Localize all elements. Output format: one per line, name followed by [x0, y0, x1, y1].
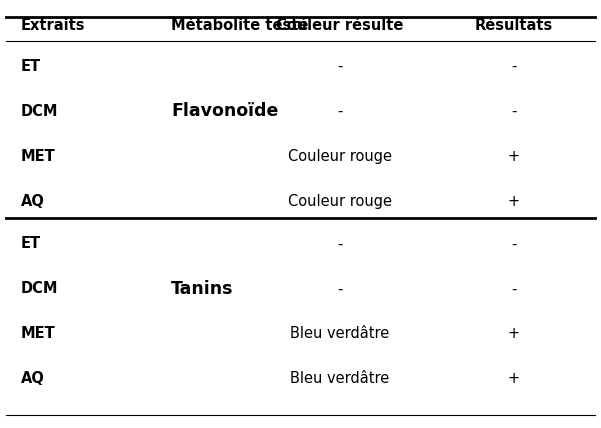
Text: +: +: [508, 149, 520, 164]
Text: ET: ET: [21, 236, 41, 252]
Text: MET: MET: [21, 149, 56, 164]
Text: +: +: [508, 371, 520, 386]
Text: DCM: DCM: [21, 104, 58, 119]
Text: Métabolite testé: Métabolite testé: [171, 18, 309, 33]
Text: Tanins: Tanins: [171, 280, 234, 298]
Text: Bleu verdâtre: Bleu verdâtre: [290, 326, 389, 342]
Text: Couleur rouge: Couleur rouge: [287, 193, 392, 209]
Text: Couleur résulte: Couleur résulte: [276, 18, 403, 33]
Text: -: -: [337, 59, 342, 74]
Text: -: -: [337, 104, 342, 119]
Text: -: -: [511, 104, 516, 119]
Text: Extraits: Extraits: [21, 18, 85, 33]
Text: -: -: [337, 281, 342, 297]
Text: -: -: [337, 236, 342, 252]
Text: ET: ET: [21, 59, 41, 74]
Text: -: -: [511, 281, 516, 297]
Text: Couleur rouge: Couleur rouge: [287, 149, 392, 164]
Text: -: -: [511, 236, 516, 252]
Text: MET: MET: [21, 326, 56, 342]
Text: Résultats: Résultats: [475, 18, 553, 33]
Text: AQ: AQ: [21, 371, 45, 386]
Text: AQ: AQ: [21, 193, 45, 209]
Text: +: +: [508, 193, 520, 209]
Text: DCM: DCM: [21, 281, 58, 297]
Text: Bleu verdâtre: Bleu verdâtre: [290, 371, 389, 386]
Text: -: -: [511, 59, 516, 74]
Text: Flavonoïde: Flavonoïde: [171, 102, 279, 120]
Text: +: +: [508, 326, 520, 342]
